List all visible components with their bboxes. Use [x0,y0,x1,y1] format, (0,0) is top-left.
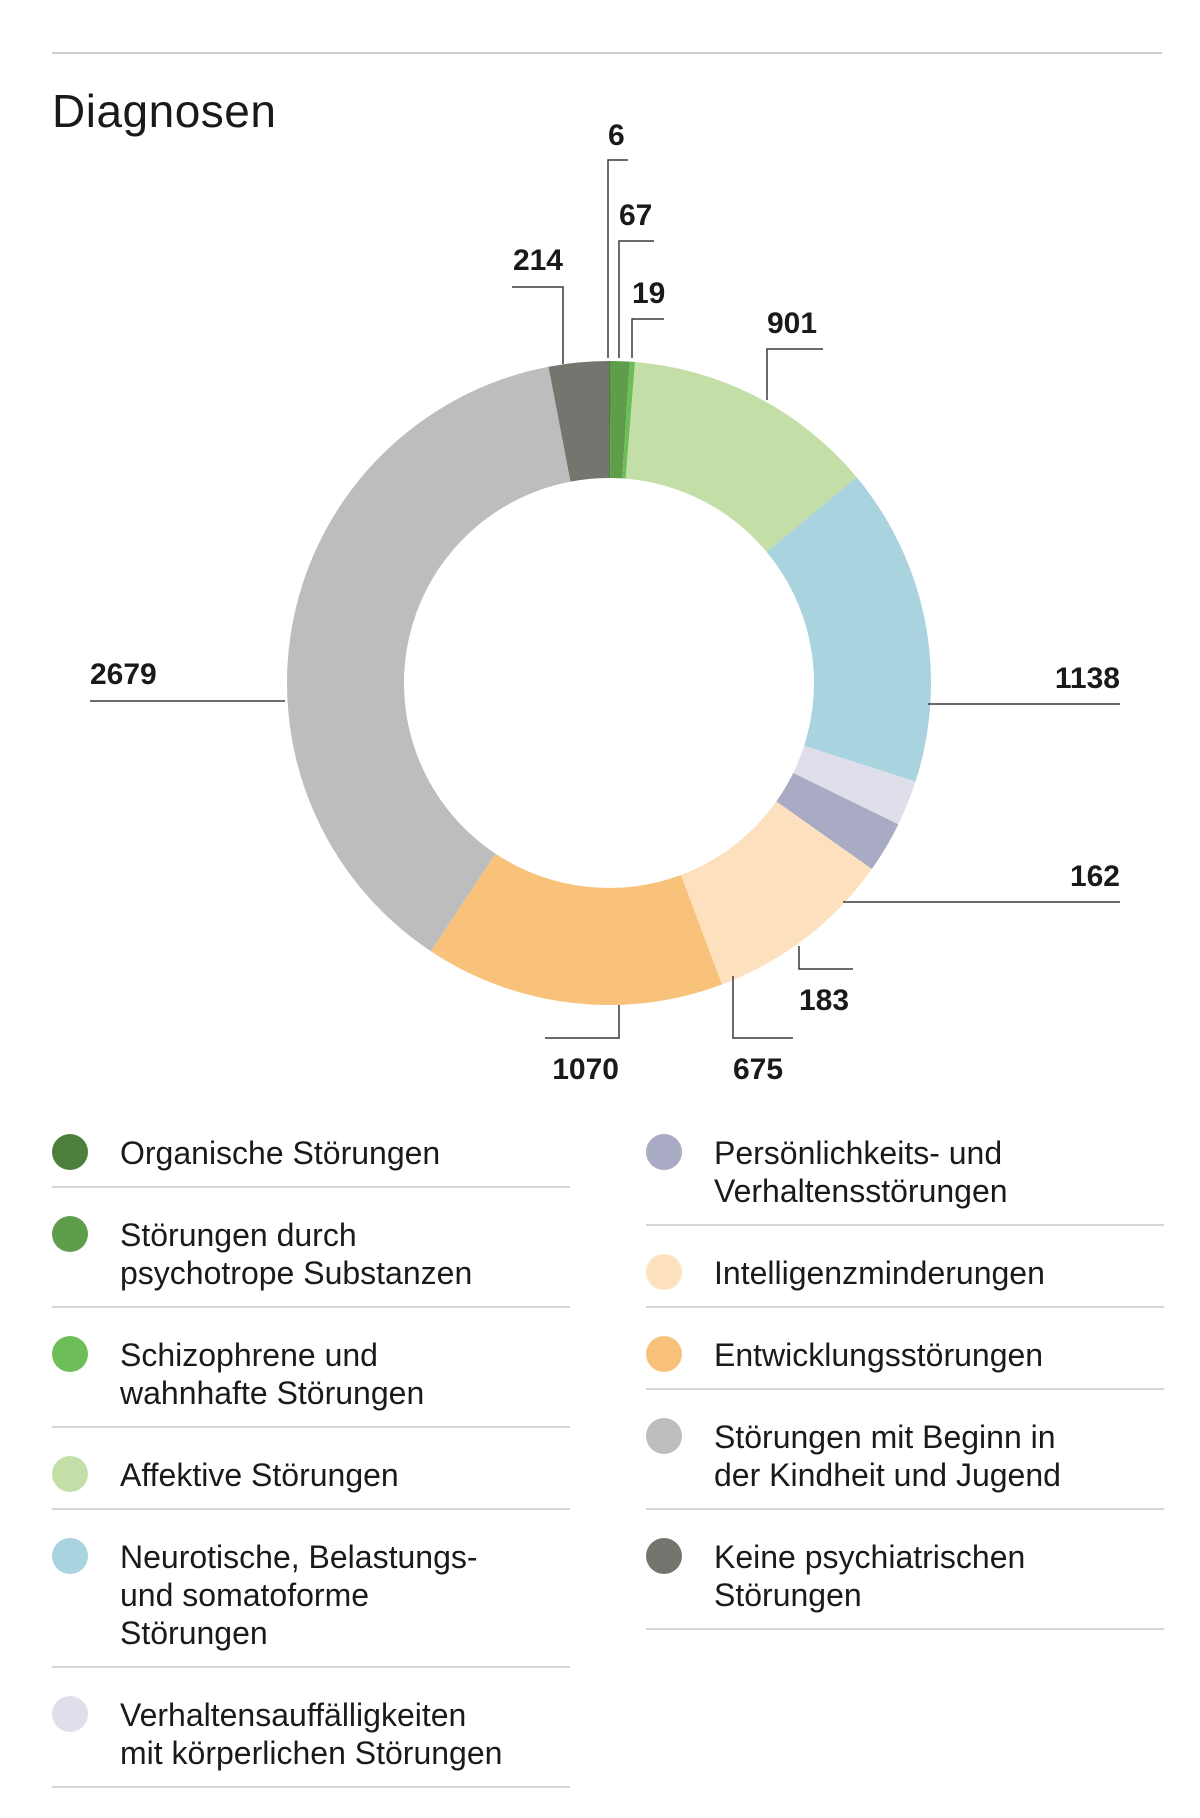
leader-line [798,946,853,970]
chart-title: Diagnosen [52,85,277,137]
legend-left-column: Organische Störungen Störungen durch psyc… [52,1118,570,1788]
donut-slice [610,361,630,479]
legend-item: Neurotische, Belastungs- und somatoforme… [52,1510,570,1668]
legend-item: Verhaltensauffälligkeiten mit körperlich… [52,1668,570,1788]
leader-line [631,318,664,358]
donut-slice [287,366,571,952]
legend-swatch [646,1134,682,1170]
legend-label: Schizophrene und wahnhafte Störungen [120,1337,425,1411]
data-label: 19 [632,277,665,310]
legend-label: Störungen mit Beginn in der Kindheit und… [714,1419,1061,1493]
legend-swatch [646,1336,682,1372]
leader-line [732,976,793,1039]
leader-line [512,286,564,364]
legend-item: Organische Störungen [52,1118,570,1188]
donut-slice [609,361,611,479]
legend-swatch [52,1134,88,1170]
donut-slice [776,772,899,870]
data-label: 183 [799,984,849,1017]
legend-swatch [646,1418,682,1454]
leader-line [618,240,654,358]
legend-item: Persönlichkeits- und Verhaltensstörungen [646,1118,1164,1226]
legend-right-column: Persönlichkeits- und Verhaltensstörungen… [646,1118,1164,1630]
legend-swatch [646,1254,682,1290]
legend-swatch [52,1696,88,1732]
leader-line [545,1005,620,1039]
legend-item: Keine psychiatrischen Störungen [646,1510,1164,1630]
legend-swatch [52,1216,88,1252]
data-label: 214 [513,244,563,277]
donut-slice [548,361,609,482]
legend-label: Keine psychiatrischen Störungen [714,1539,1026,1613]
donut-slice [766,477,932,782]
donut-slice [625,362,857,552]
legend-label: Neurotische, Belastungs- und somatoforme… [120,1539,478,1651]
legend-item: Störungen durch psychotrope Substanzen [52,1188,570,1308]
legend-swatch [52,1538,88,1574]
donut-slice [680,801,872,985]
legend-label: Affektive Störungen [120,1457,399,1493]
data-label: 901 [767,307,817,340]
legend-swatch [646,1538,682,1574]
donut-slice [430,853,723,1005]
data-label: 1138 [1055,662,1120,695]
data-label: 675 [733,1053,783,1086]
data-label: 2679 [90,658,157,691]
leader-line [766,348,823,400]
donut-chart: 6 67 19 901 1138 162 183 675 1070 2679 214 [90,119,1120,1086]
donut-slice [793,745,916,825]
legend-label: Organische Störungen [120,1135,441,1171]
data-label: 6 [608,119,625,152]
legend-item: Entwicklungsstörungen [646,1308,1164,1390]
legend-label: Persönlichkeits- und Verhaltensstörungen [714,1135,1008,1209]
legend-label: Verhaltensauffälligkeiten mit körperlich… [120,1697,503,1771]
legend-swatch [52,1336,88,1372]
legend-item: Schizophrene und wahnhafte Störungen [52,1308,570,1428]
data-label: 1070 [552,1053,619,1086]
legend-item: Intelligenzminderungen [646,1226,1164,1308]
data-label: 67 [619,199,652,232]
legend-item: Affektive Störungen [52,1428,570,1510]
leader-line [607,159,628,358]
legend-label: Intelligenzminderungen [714,1255,1045,1291]
legend-label: Störungen durch psychotrope Substanzen [120,1217,473,1291]
top-divider [52,52,1162,54]
legend-swatch [52,1456,88,1492]
legend-item: Störungen mit Beginn in der Kindheit und… [646,1390,1164,1510]
legend-label: Entwicklungsstörungen [714,1337,1044,1373]
donut-slice [622,361,636,479]
data-label: 162 [1070,860,1120,893]
